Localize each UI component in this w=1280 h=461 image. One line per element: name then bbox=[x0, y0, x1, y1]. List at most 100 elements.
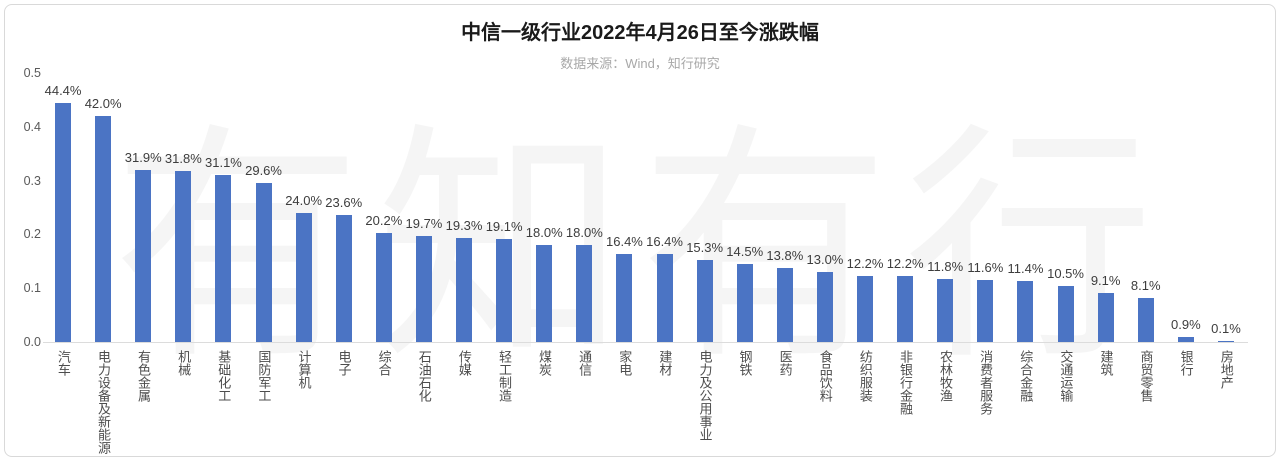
bar bbox=[255, 182, 272, 342]
bar bbox=[897, 276, 914, 342]
bar-group: 14.5% bbox=[725, 73, 765, 342]
bar bbox=[1057, 285, 1074, 342]
bar-value-label: 15.3% bbox=[686, 239, 724, 255]
bar bbox=[496, 239, 513, 342]
bar bbox=[576, 245, 593, 342]
category-label: 煤炭 bbox=[537, 350, 553, 376]
bar-group: 8.1% bbox=[1126, 73, 1166, 342]
y-tick-label: 0.3 bbox=[23, 173, 41, 188]
bar-group: 10.5% bbox=[1046, 73, 1086, 342]
bar-group: 11.8% bbox=[925, 73, 965, 342]
bar bbox=[977, 279, 994, 342]
bar-value-label: 10.5% bbox=[1047, 265, 1084, 281]
category-label: 交通运输 bbox=[1058, 350, 1074, 402]
bar-value-label: 11.6% bbox=[967, 259, 1004, 275]
bar-value-label: 14.5% bbox=[726, 244, 764, 259]
bar bbox=[616, 253, 633, 342]
category-label: 建筑 bbox=[1098, 350, 1114, 376]
bar-value-label: 11.8% bbox=[927, 258, 964, 274]
x-axis-labels: 汽车 电力设备及新能源 有色金属 机械 基础化工 国防军工 计算机 电子 综合 石油石化 传媒 轻工制… bbox=[43, 350, 1246, 454]
category-label: 石油石化 bbox=[416, 350, 432, 402]
category-label: 轻工制造 bbox=[496, 350, 512, 402]
bar bbox=[375, 233, 392, 342]
category-label: 非银行金融 bbox=[897, 350, 913, 415]
chart-card: 有知有行 中信一级行业2022年4月26日至今涨跌幅 数据来源：Wind，知行研… bbox=[4, 4, 1276, 457]
bar-value-label: 16.4% bbox=[606, 233, 643, 249]
bar-value-label: 8.1% bbox=[1130, 278, 1161, 294]
bar-group: 24.0% bbox=[284, 73, 324, 342]
bar-group: 23.6% bbox=[324, 73, 364, 342]
category-label: 纺织服装 bbox=[857, 350, 873, 402]
category-label: 电子 bbox=[336, 350, 352, 376]
bar bbox=[1217, 341, 1234, 342]
bar bbox=[55, 103, 72, 342]
bar-group: 31.9% bbox=[123, 73, 163, 342]
bar-group: 11.6% bbox=[965, 73, 1005, 342]
chart-title: 中信一级行业2022年4月26日至今涨跌幅 bbox=[461, 22, 819, 44]
bar-value-label: 19.3% bbox=[445, 218, 483, 234]
bar-group: 13.8% bbox=[765, 73, 805, 342]
y-tick-label: 0.2 bbox=[23, 227, 41, 242]
bar-value-label: 24.0% bbox=[285, 192, 323, 208]
category-label: 传媒 bbox=[456, 350, 472, 376]
bar bbox=[1137, 298, 1154, 342]
bar-value-label: 18.0% bbox=[565, 225, 603, 241]
bar-group: 0.1% bbox=[1206, 73, 1246, 342]
bar bbox=[135, 170, 152, 342]
bar bbox=[95, 116, 112, 342]
bar-value-label: 29.6% bbox=[245, 162, 282, 178]
bar-value-label: 13.8% bbox=[766, 247, 804, 263]
bar bbox=[415, 236, 432, 342]
bar-value-label: 12.2% bbox=[886, 256, 924, 272]
x-axis-line bbox=[43, 342, 1248, 343]
category-label: 钢铁 bbox=[737, 350, 753, 376]
bar bbox=[536, 245, 553, 342]
bar-value-label: 19.1% bbox=[485, 219, 523, 235]
category-label: 电力及公用事业 bbox=[697, 350, 713, 441]
bar bbox=[1017, 280, 1034, 342]
bar-value-label: 11.4% bbox=[1007, 260, 1044, 276]
bar-group: 42.0% bbox=[83, 73, 123, 342]
bar-group: 16.4% bbox=[604, 73, 644, 342]
bar-value-label: 16.4% bbox=[646, 233, 683, 249]
chart-source-note: 数据来源：Wind，知行研究 bbox=[560, 56, 720, 71]
bar bbox=[656, 253, 673, 342]
bar-group: 15.3% bbox=[685, 73, 725, 342]
bar-value-label: 9.1% bbox=[1090, 273, 1121, 289]
bar-value-label: 18.0% bbox=[525, 225, 563, 241]
category-label: 房地产 bbox=[1218, 350, 1234, 389]
bar-group: 19.1% bbox=[484, 73, 524, 342]
bar-group: 12.2% bbox=[845, 73, 885, 342]
bar-group: 19.3% bbox=[444, 73, 484, 342]
bar-value-label: 0.9% bbox=[1171, 317, 1201, 333]
bar-group: 31.1% bbox=[203, 73, 243, 342]
bar bbox=[1177, 337, 1194, 342]
bar-group: 20.2% bbox=[364, 73, 404, 342]
bar-group: 18.0% bbox=[524, 73, 564, 342]
category-label: 医药 bbox=[777, 350, 793, 376]
bar-group: 16.4% bbox=[645, 73, 685, 342]
bar-group: 13.0% bbox=[805, 73, 845, 342]
y-tick-label: 0.0 bbox=[23, 335, 41, 349]
bar-value-label: 13.0% bbox=[806, 252, 844, 268]
category-label: 电力设备及新能源 bbox=[95, 350, 111, 454]
bar-value-label: 0.1% bbox=[1211, 321, 1241, 337]
bar-group: 9.1% bbox=[1086, 73, 1126, 342]
bar-value-label: 23.6% bbox=[325, 195, 363, 211]
category-label: 银行 bbox=[1178, 350, 1194, 376]
category-label: 综合 bbox=[376, 350, 392, 376]
bar-value-label: 20.2% bbox=[365, 213, 403, 229]
bar bbox=[215, 174, 232, 342]
plot-area: 44.4% 42.0% 31.9% 31.8% 31.1% 29.6% 24.0% 23.6%… bbox=[43, 73, 1246, 342]
category-label: 农林牧渔 bbox=[938, 350, 954, 402]
bar-group: 11.4% bbox=[1005, 73, 1045, 342]
y-axis: 0.0 0.1 0.2 0.3 0.4 0.5 bbox=[13, 66, 41, 349]
category-label: 商贸零售 bbox=[1138, 350, 1154, 402]
category-label: 汽车 bbox=[55, 350, 71, 376]
bar bbox=[736, 264, 753, 342]
bar bbox=[857, 276, 874, 342]
bar-group: 44.4% bbox=[43, 73, 83, 342]
bar-group: 31.8% bbox=[163, 73, 203, 342]
bar-group: 29.6% bbox=[244, 73, 284, 342]
bar bbox=[1097, 293, 1114, 342]
